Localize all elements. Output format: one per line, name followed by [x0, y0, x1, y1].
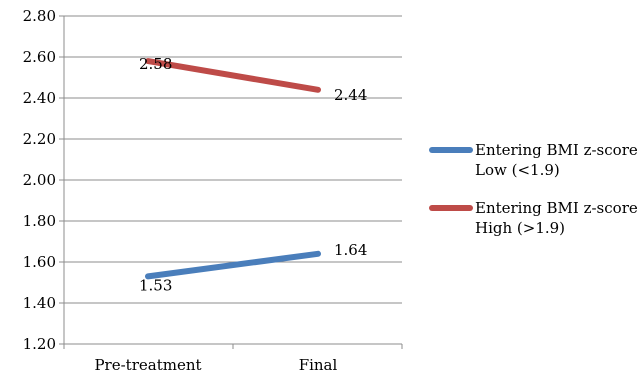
- data-label: 2.44: [334, 86, 367, 104]
- data-labels: 1.53 1.64 2.58 2.44: [139, 55, 367, 294]
- legend-label: Entering BMI z-score: [475, 141, 638, 159]
- series-lines: [145, 58, 321, 280]
- legend-label: Low (<1.9): [475, 161, 560, 179]
- y-tick-label: 1.40: [23, 294, 56, 312]
- x-tick-label: Pre-treatment: [94, 356, 201, 374]
- data-label: 1.53: [139, 276, 172, 294]
- y-tick-label: 2.80: [23, 7, 56, 25]
- y-tick-label: 2.60: [23, 48, 56, 66]
- y-tick-label: 2.00: [23, 171, 56, 189]
- legend: Entering BMI z-score Low (<1.9) Entering B…: [429, 141, 638, 237]
- legend-label: High (>1.9): [475, 219, 565, 237]
- legend-label: Entering BMI z-score: [475, 199, 638, 217]
- y-tick-label: 2.20: [23, 130, 56, 148]
- data-label: 1.64: [334, 241, 367, 259]
- y-tick-label: 2.40: [23, 89, 56, 107]
- y-tick-label: 1.60: [23, 253, 56, 271]
- series-line: [145, 58, 321, 93]
- y-tick-label: 1.80: [23, 212, 56, 230]
- gridlines: [64, 15, 402, 345]
- x-tick-label: Final: [299, 356, 338, 374]
- axes: 1.20 1.40 1.60 1.80 2.00 2.20 2.40 2.60 2.80 Pre-…: [23, 7, 403, 374]
- y-tick-label: 1.20: [23, 335, 56, 353]
- data-label: 2.58: [139, 55, 172, 73]
- series-line: [145, 250, 321, 280]
